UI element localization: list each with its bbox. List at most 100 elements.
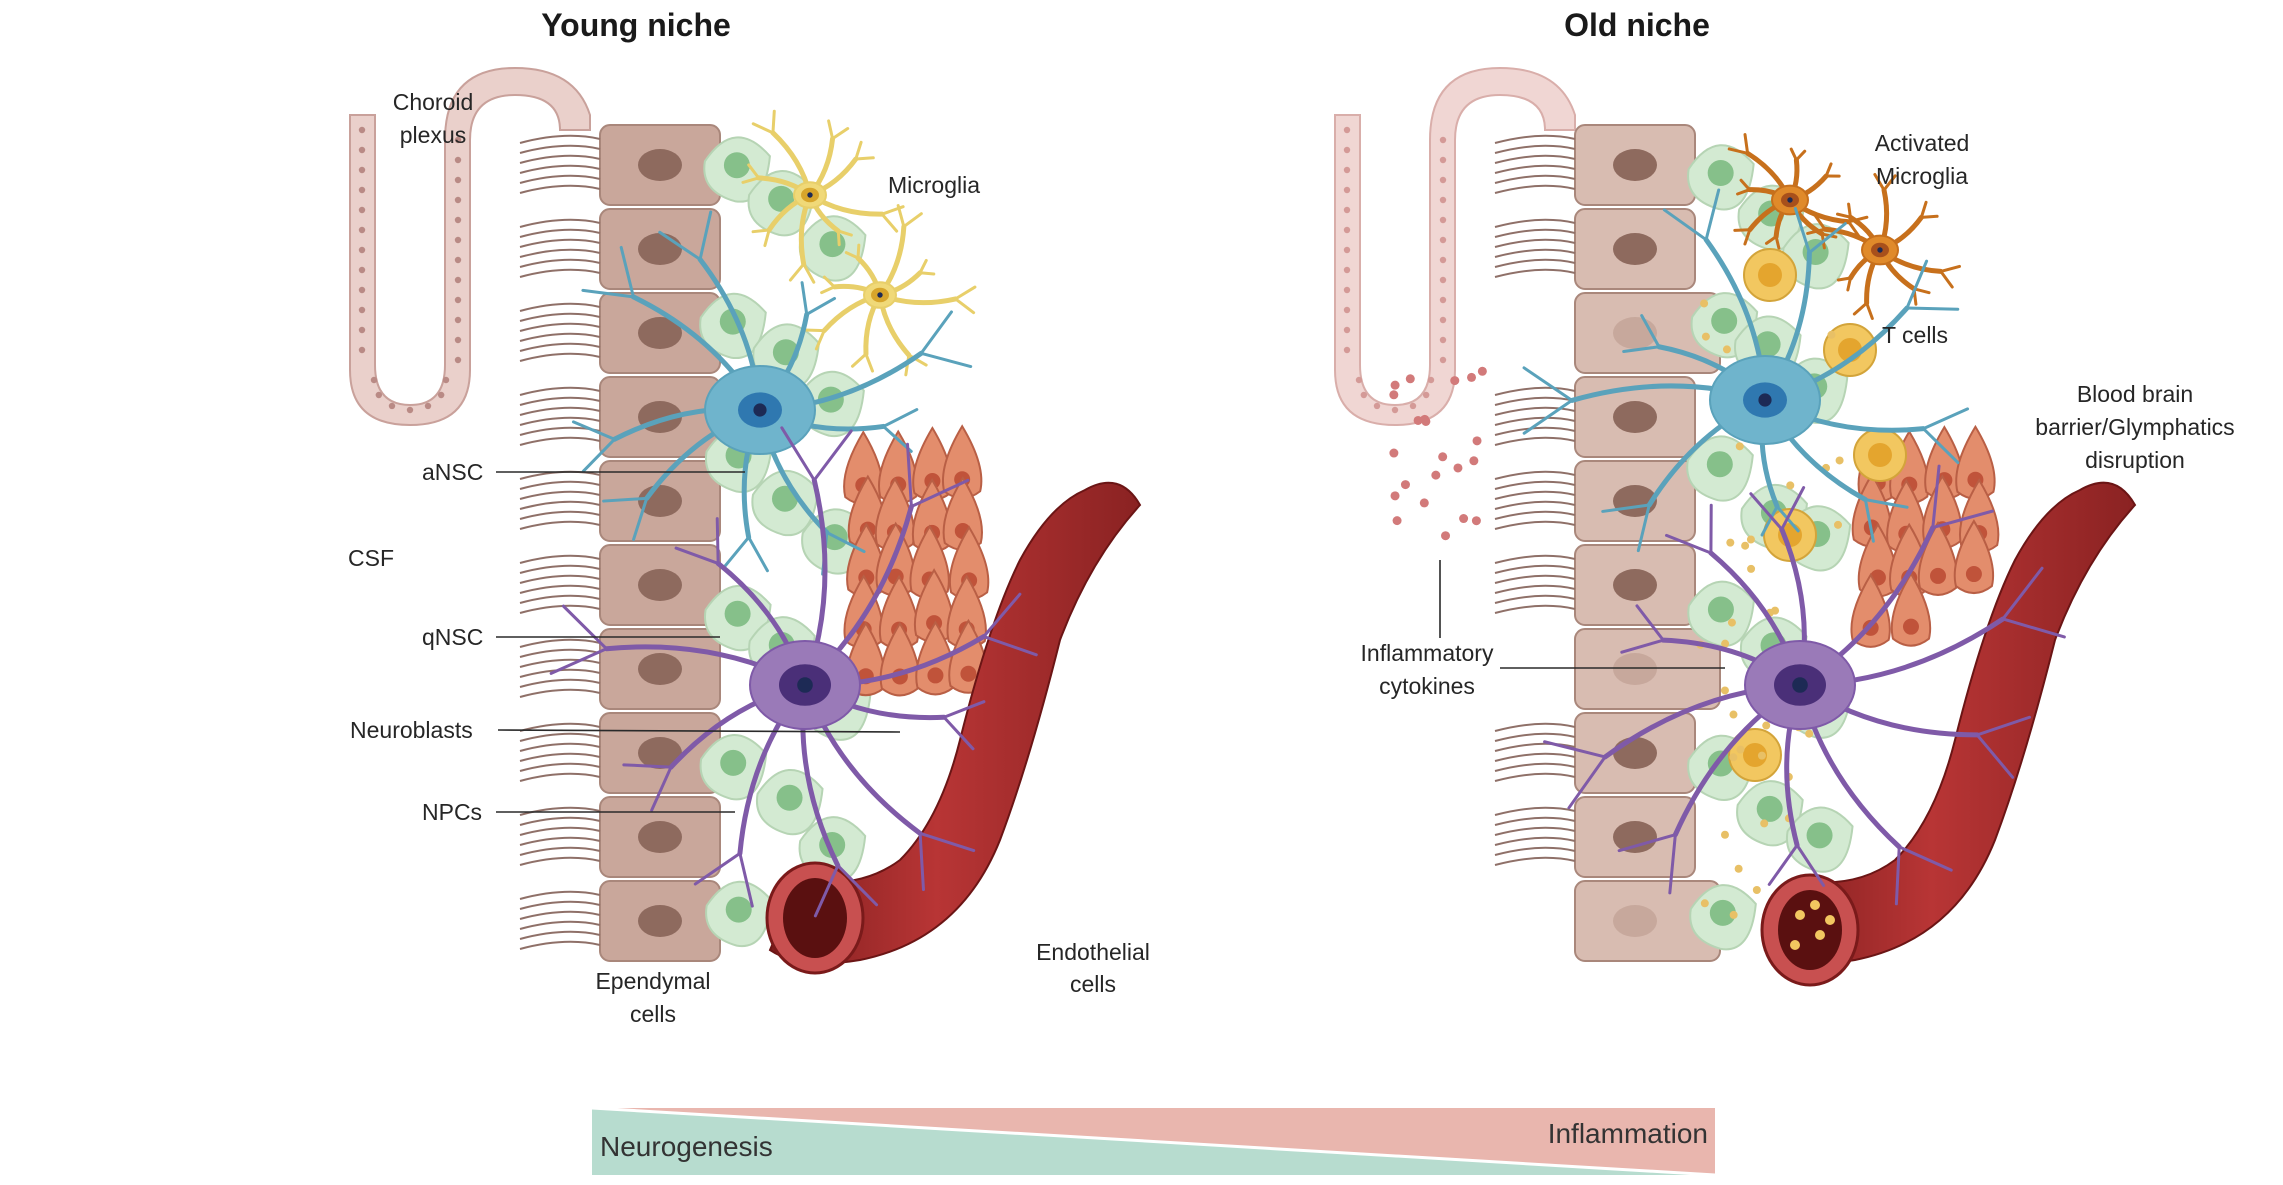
cytokine-dot	[1450, 376, 1460, 386]
cytokine-dot	[1405, 374, 1415, 384]
neuroblast-nucleus	[960, 665, 977, 682]
cytokine-small-dot	[1701, 332, 1710, 341]
cilium	[1494, 722, 1576, 732]
cilium	[519, 238, 601, 248]
ependymal-nucleus	[1613, 653, 1657, 685]
neuroblast-nucleus	[1930, 567, 1947, 584]
ependymal-nucleus	[1613, 737, 1657, 769]
cytokine-dot	[1419, 498, 1429, 508]
microglia-branch	[880, 212, 899, 233]
qnsc-branch	[1620, 638, 1665, 654]
cytokine-small-dot	[1721, 639, 1730, 648]
t-cell-nucleus	[1868, 443, 1892, 467]
cytokine-dot	[1441, 531, 1451, 541]
activated-microglia-branch	[1852, 301, 1869, 316]
cytokine-dot	[1413, 415, 1423, 425]
choroid-dot	[1439, 276, 1447, 284]
cilium	[1494, 836, 1576, 846]
cilium	[519, 258, 601, 268]
cilium	[519, 500, 601, 510]
blood-vessel	[765, 481, 1142, 975]
microglia-branch	[851, 352, 868, 368]
cilium	[519, 678, 601, 688]
cilium	[519, 480, 601, 490]
cilium	[519, 490, 601, 500]
cilium	[1494, 490, 1576, 500]
ansc-branch	[1863, 498, 1909, 509]
cilium	[1494, 772, 1576, 782]
activated-microglia-label-line1: Activated	[1875, 130, 1970, 156]
qnsc-branch	[2001, 617, 2066, 639]
choroid-dot	[358, 346, 366, 354]
cilium	[519, 510, 601, 520]
cytokine-dot	[1471, 516, 1481, 526]
ansc-branch	[571, 420, 616, 441]
t-cell-nucleus	[1743, 743, 1767, 767]
cilium	[1494, 238, 1576, 248]
microglia-branch	[751, 122, 775, 135]
qnsc-branch	[1665, 533, 1713, 555]
old-niche-title: Old niche	[1564, 7, 1710, 43]
choroid-dot	[454, 356, 462, 364]
cilium	[519, 722, 601, 732]
neuroblasts-leader	[497, 729, 901, 733]
cilium	[1494, 846, 1576, 856]
ansc-branch	[581, 288, 635, 299]
npcs-label: NPCs	[422, 799, 482, 825]
cilium	[519, 648, 601, 658]
cilium	[1494, 386, 1576, 396]
cilium	[1494, 436, 1576, 446]
cilium	[1494, 604, 1576, 614]
choroid-dot	[1439, 296, 1447, 304]
qnsc-branch	[549, 647, 608, 675]
cytokine-small-dot	[1700, 299, 1709, 308]
old-qnsc-cell	[1543, 464, 2066, 906]
qnsc-branch	[1749, 492, 1784, 531]
ependymal-nucleus	[638, 233, 682, 265]
activated-microglia-branch	[1774, 235, 1781, 250]
microglia-branch	[954, 297, 976, 315]
ansc-branch	[881, 408, 919, 428]
choroid-dot	[454, 316, 462, 324]
cilium	[519, 910, 601, 920]
microglia-branch	[836, 229, 841, 247]
cilium	[519, 470, 601, 480]
npc-nucleus	[1707, 596, 1734, 623]
cilium	[1494, 732, 1576, 742]
cilium	[519, 322, 601, 332]
bbb-label-line1: Blood brain	[2077, 381, 2193, 407]
activated-microglia-branch	[1743, 228, 1752, 246]
choroid-dot	[454, 296, 462, 304]
cilium	[1494, 510, 1576, 520]
ependymal-label-line1: Ependymal	[595, 968, 710, 994]
neuroblast	[1890, 571, 1932, 647]
cilium	[519, 312, 601, 322]
cytokine-small-dot	[1834, 520, 1843, 529]
ansc-cell	[571, 210, 973, 576]
cilium	[519, 268, 601, 278]
choroid-dot	[1343, 186, 1351, 194]
qnsc-branch	[1635, 604, 1665, 642]
choroid-dot	[358, 326, 366, 334]
vessel-cytokine	[1790, 940, 1800, 950]
microglia-branch	[918, 258, 928, 275]
npc-nucleus	[776, 784, 803, 811]
neuroblast	[1953, 519, 1995, 595]
choroid-plexus-shape	[349, 66, 591, 427]
cytokine-dot	[1389, 448, 1399, 458]
qnsc-branch	[812, 429, 853, 482]
activated-microglia-branch	[1919, 200, 1928, 219]
microglia-branch	[954, 285, 977, 301]
cytokine-dots	[1389, 366, 1487, 541]
cilium	[1494, 574, 1576, 584]
ependymal-nucleus	[638, 737, 682, 769]
ependymal-nucleus	[1613, 569, 1657, 601]
microglia-branch	[918, 271, 936, 276]
choroid-dot	[454, 236, 462, 244]
cilium	[519, 816, 601, 826]
choroid-dot	[1439, 196, 1447, 204]
choroid-dot	[424, 402, 432, 410]
activated-microglia-branch	[1824, 162, 1833, 178]
cytokine-dot	[1453, 463, 1463, 473]
cilium	[1494, 164, 1576, 174]
